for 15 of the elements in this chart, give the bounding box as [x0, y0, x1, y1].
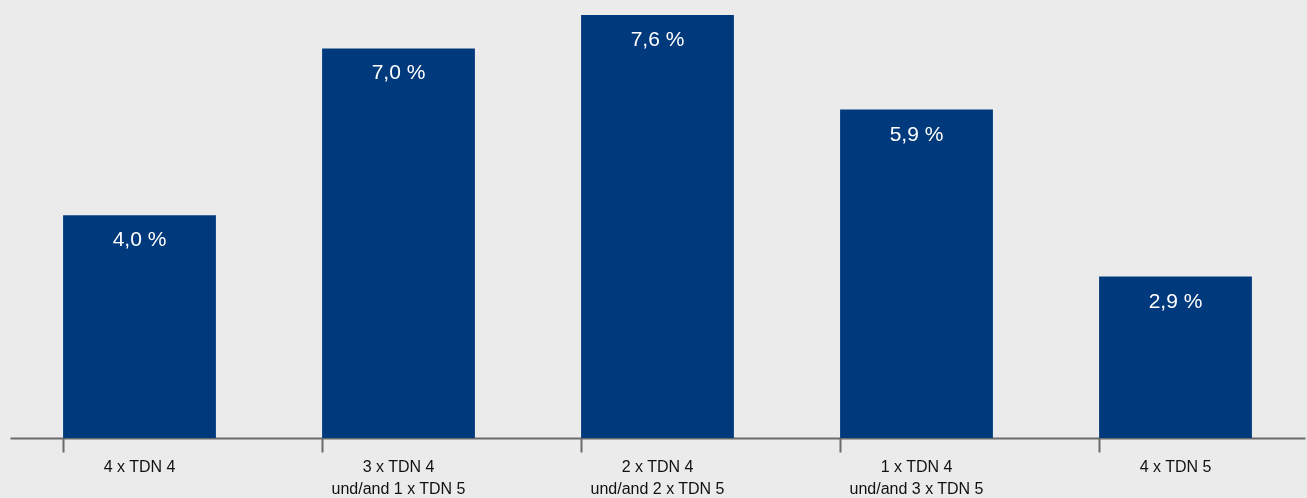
- bar: [63, 215, 216, 438]
- bar: [840, 109, 993, 438]
- bar: [581, 15, 734, 438]
- data-label: 2,9 %: [1148, 288, 1203, 312]
- x-tick-label: 3 x TDN 4 und/and 1 x TDN 5: [331, 457, 466, 497]
- x-tick-label: 1 x TDN 4 und/and 3 x TDN 5: [849, 457, 984, 497]
- data-label: 7,0 %: [371, 60, 426, 84]
- x-tick-label: 4 x TDN 5: [1139, 457, 1212, 475]
- bar: [322, 48, 475, 438]
- x-tick-label: 4 x TDN 4: [103, 457, 176, 475]
- data-label: 7,6 %: [630, 27, 685, 50]
- data-label: 4,0 %: [112, 227, 167, 251]
- data-label: 5,9 %: [889, 121, 944, 145]
- bar: [1099, 276, 1252, 438]
- x-tick-label: 2 x TDN 4 und/and 2 x TDN 5: [590, 457, 725, 497]
